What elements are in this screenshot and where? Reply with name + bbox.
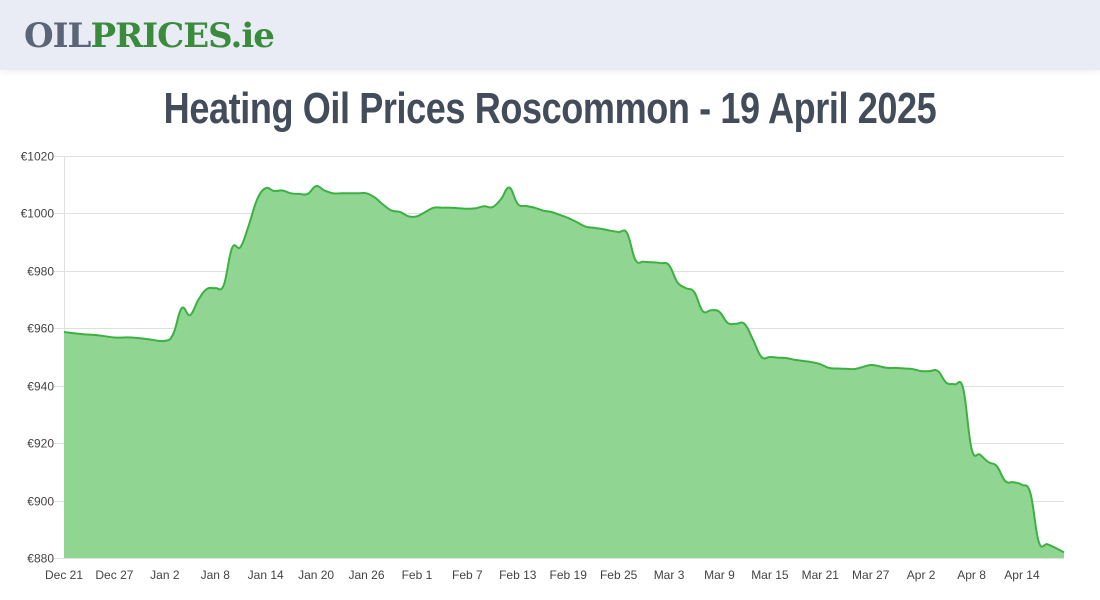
x-axis: Dec 21 Dec 27 Jan 2 Jan 8 Jan 14 Jan 20 Jan 26… <box>45 568 1040 582</box>
x-tick-label: Feb 1 <box>402 568 433 582</box>
y-tick-label: €880 <box>27 552 54 566</box>
x-tick-label: Jan 20 <box>298 568 334 582</box>
x-tick-label: Jan 2 <box>150 568 180 582</box>
x-tick-label: Dec 27 <box>95 568 133 582</box>
y-tick-label: €1000 <box>21 207 55 221</box>
y-tick-label: €920 <box>27 437 54 451</box>
x-tick-label: Apr 14 <box>1004 568 1040 582</box>
price-line <box>63 185 1065 554</box>
price-area <box>64 186 1064 558</box>
page-title: Heating Oil Prices Roscommon - 19 April … <box>163 84 937 133</box>
y-axis: €1020 €1000 €980 €960 €940 €920 €900 €880 <box>21 150 55 566</box>
site-header: OILPRICES.ie <box>0 0 1100 70</box>
x-tick-label: Feb 25 <box>600 568 638 582</box>
x-tick-label: Feb 7 <box>452 568 483 582</box>
x-tick-label: Apr 2 <box>907 568 936 582</box>
y-tick-label: €980 <box>27 265 54 279</box>
x-tick-label: Mar 15 <box>751 568 789 582</box>
x-tick-label: Jan 14 <box>248 568 284 582</box>
x-tick-label: Mar 3 <box>654 568 685 582</box>
x-tick-label: Mar 27 <box>852 568 890 582</box>
y-tick-label: €940 <box>27 380 54 394</box>
logo-prices-text: PRICES.ie <box>90 16 274 56</box>
x-tick-label: Dec 21 <box>45 568 83 582</box>
x-tick-label: Jan 26 <box>349 568 385 582</box>
y-tick-label: €1020 <box>21 150 55 164</box>
x-tick-label: Jan 8 <box>201 568 231 582</box>
x-tick-label: Mar 21 <box>802 568 840 582</box>
y-tick-label: €900 <box>27 495 54 509</box>
site-logo[interactable]: OILPRICES.ie <box>24 16 275 56</box>
y-tick-label: €960 <box>27 322 54 336</box>
x-tick-label: Feb 13 <box>499 568 537 582</box>
x-tick-label: Mar 9 <box>704 568 735 582</box>
x-tick-label: Apr 8 <box>957 568 986 582</box>
logo-oil-text: OIL <box>24 16 91 56</box>
x-tick-label: Feb 19 <box>550 568 588 582</box>
